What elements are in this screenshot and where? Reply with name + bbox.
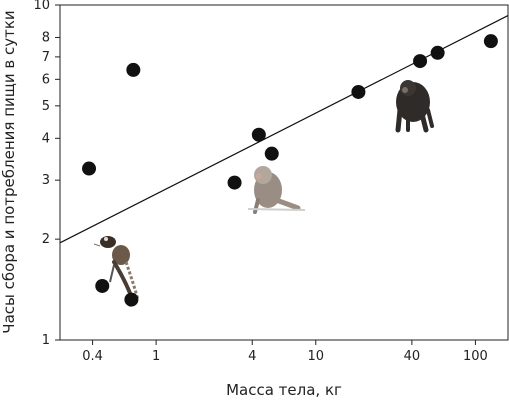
data-point xyxy=(413,54,428,69)
data-point xyxy=(430,45,445,60)
data-point xyxy=(95,278,110,293)
y-tick-label: 2 xyxy=(42,232,50,247)
tick-layer: 0.4 1 4 10 40 100 1 2 3 4 5 6 7 8 10 xyxy=(33,0,487,364)
data-point xyxy=(251,127,266,142)
y-tick-label: 8 xyxy=(42,30,50,45)
data-point xyxy=(227,175,242,190)
y-tick-label: 1 xyxy=(42,333,50,348)
y-tick-label: 3 xyxy=(42,173,50,188)
x-tick-label: 100 xyxy=(463,349,488,364)
data-point xyxy=(82,161,97,176)
x-tick-label: 4 xyxy=(248,349,256,364)
y-axis-title: Часы сбора и потребления пищи в сутки xyxy=(0,10,18,333)
plot-frame xyxy=(59,4,509,341)
x-tick-label: 40 xyxy=(404,349,421,364)
x-tick-label: 1 xyxy=(152,349,160,364)
data-point xyxy=(351,84,366,99)
x-tick-label: 0.4 xyxy=(82,349,103,364)
x-tick-label: 10 xyxy=(307,349,324,364)
y-tick-label: 7 xyxy=(42,50,50,65)
macaque-image xyxy=(247,166,306,214)
y-tick-label: 6 xyxy=(42,72,50,87)
y-tick-label: 5 xyxy=(42,99,50,114)
x-axis-title: Масса тела, кг xyxy=(226,381,342,399)
data-point xyxy=(483,34,498,49)
y-tick-label: 4 xyxy=(42,131,50,146)
chimpanzee-image xyxy=(395,80,434,133)
data-point xyxy=(264,146,279,161)
data-point xyxy=(126,62,141,77)
data-point xyxy=(124,292,139,307)
point-layer xyxy=(82,34,498,307)
y-tick-label: 10 xyxy=(33,0,50,13)
